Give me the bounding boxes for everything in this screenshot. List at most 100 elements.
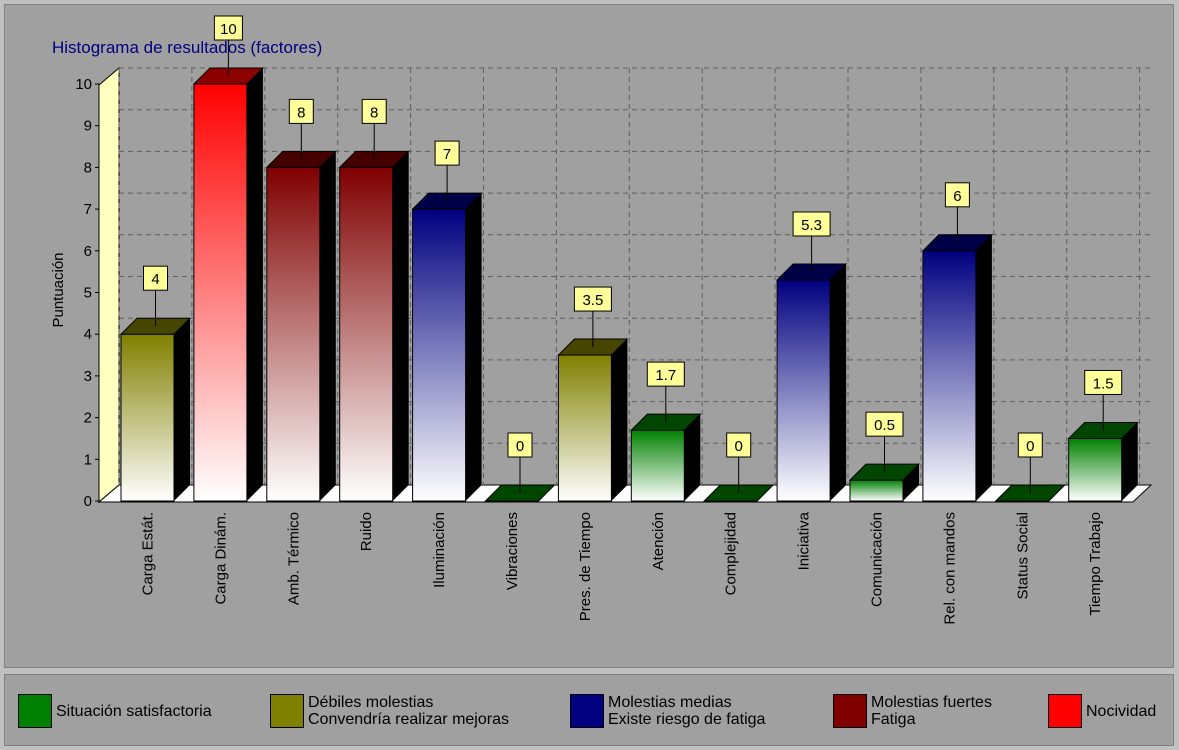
legend-label-line2: Existe riesgo de fatiga <box>608 711 766 728</box>
legend-label-line1: Molestias fuertes <box>871 694 992 711</box>
bar-chart: Histograma de resultados (factores) Punt… <box>50 15 1153 625</box>
y-tick-label: 4 <box>84 326 92 343</box>
legend-swatch <box>833 694 867 728</box>
x-tick-label: Status Social <box>1014 512 1031 600</box>
legend-swatch <box>1048 694 1082 728</box>
x-tick-label: Complejidad <box>723 512 740 595</box>
y-tick-label: 10 <box>75 76 92 93</box>
legend-label-line1: Débiles molestias <box>308 694 434 711</box>
data-label-box <box>288 98 314 124</box>
data-label: 8 <box>288 98 314 160</box>
data-label-box <box>143 265 168 291</box>
chart-title: Histograma de resultados (factores) <box>52 38 322 57</box>
data-label-box <box>1017 432 1043 458</box>
legend-item-nocividad: Nocividad <box>1048 694 1156 728</box>
data-label-text: 7 <box>443 146 451 163</box>
x-tick-label: Iniciativa <box>796 511 813 570</box>
x-tick-label: Pres. de Tiempo <box>577 512 594 621</box>
data-label-box <box>507 432 533 458</box>
data-label: 10 <box>213 15 243 76</box>
x-tick-label: Carga Dinám. <box>212 512 229 605</box>
legend-label: Molestias medias Existe riesgo de fatiga <box>608 694 765 728</box>
data-label-text: 0 <box>516 438 524 455</box>
bar-front <box>412 208 467 502</box>
bar-front <box>630 429 685 502</box>
data-label-text: 0.5 <box>874 417 895 434</box>
legend-item-debiles: Débiles molestias Convendría realizar mej… <box>270 694 509 728</box>
y-tick-label: 1 <box>84 451 92 468</box>
x-tick-label: Rel. con mandos <box>941 512 958 625</box>
legend-label: Débiles molestias Convendría realizar mej… <box>308 694 509 728</box>
bar <box>119 317 192 502</box>
bar <box>630 413 702 502</box>
data-label-text: 1.5 <box>1093 375 1114 392</box>
data-label: 1.7 <box>646 361 685 423</box>
data-label-text: 3.5 <box>582 292 603 309</box>
y-tick-label: 9 <box>84 118 92 135</box>
bar-front <box>557 354 612 502</box>
bar-front <box>776 279 831 502</box>
legend-item-fuertes: Molestias fuertes Fatiga <box>833 694 992 728</box>
data-label: 1.5 <box>1084 369 1123 431</box>
data-label-box <box>646 361 685 387</box>
legend-item-satisfactoria: Situación satisfactoria <box>18 694 212 728</box>
bar <box>265 150 338 502</box>
bar-front <box>193 83 248 502</box>
data-label-text: 1.7 <box>655 367 676 384</box>
left-wall <box>98 66 120 504</box>
legend-label-line1: Situación satisfactoria <box>56 702 212 720</box>
bar <box>921 234 994 502</box>
bar <box>338 150 410 502</box>
legend-label-line2: Fatiga <box>871 711 916 728</box>
bar-side <box>903 464 919 501</box>
data-label: 0.5 <box>865 411 904 473</box>
x-tick-label: Iluminación <box>431 512 448 588</box>
x-tick-label: Atención <box>650 512 667 570</box>
bar-side <box>830 263 847 501</box>
data-label-text: 10 <box>220 21 237 38</box>
bar-front <box>339 166 394 502</box>
legend-swatch <box>570 694 604 728</box>
data-label-text: 0 <box>735 438 743 455</box>
bar-side <box>611 339 628 501</box>
data-label: 0 <box>507 432 533 493</box>
data-label: 3.5 <box>573 286 612 348</box>
x-tick-label: Amb. Térmico <box>285 512 302 605</box>
data-label-box <box>573 286 612 312</box>
data-label-text: 0 <box>1026 438 1034 455</box>
bar-side <box>975 234 992 502</box>
bar-side <box>392 151 409 501</box>
bar <box>557 338 629 502</box>
bar-front <box>266 166 321 502</box>
y-tick-label: 6 <box>84 243 92 260</box>
data-label: 7 <box>434 140 460 202</box>
data-label-text: 8 <box>297 104 305 121</box>
data-label-box <box>865 411 904 437</box>
data-label: 4 <box>143 265 168 327</box>
value-labels: 4 10 8 8 7 0 3.5 1.7 0 5.3 0.5 6 0 1.5 <box>143 15 1123 493</box>
y-tick-label: 0 <box>84 493 92 510</box>
data-label-text: 8 <box>370 104 378 121</box>
bar-side <box>1121 422 1138 501</box>
data-label-text: 6 <box>953 188 961 205</box>
data-label-box <box>1084 369 1123 395</box>
bars <box>119 67 1139 502</box>
data-label: 8 <box>361 98 387 160</box>
data-label-text: 4 <box>151 271 159 288</box>
data-label: 0 <box>726 432 752 493</box>
bar-side <box>246 68 263 501</box>
bar <box>1067 421 1139 502</box>
x-tick-label: Comunicación <box>869 512 886 607</box>
legend-label: Nocividad <box>1086 703 1156 720</box>
x-axis: Carga Estát. Carga Dinám. Amb. Térmico Ruid… <box>140 511 1105 624</box>
y-tick-label: 5 <box>84 285 92 302</box>
data-label-box <box>361 98 387 124</box>
data-label-box <box>726 432 752 458</box>
bar <box>775 263 848 502</box>
y-axis-label: Puntuación <box>50 252 67 327</box>
legend-item-medias: Molestias medias Existe riesgo de fatiga <box>570 694 765 728</box>
bar-front <box>922 250 977 502</box>
data-label: 5.3 <box>792 211 831 272</box>
data-label-box <box>792 211 831 237</box>
bar-side <box>465 193 482 501</box>
